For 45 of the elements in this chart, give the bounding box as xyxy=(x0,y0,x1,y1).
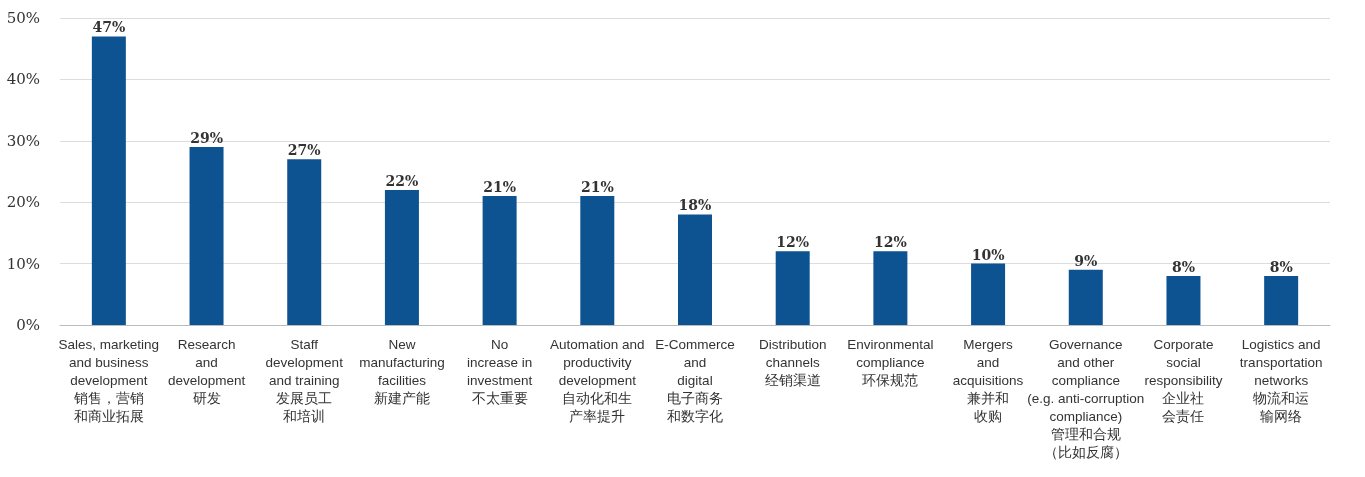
data-label: 18% xyxy=(678,197,712,214)
x-tick-label: No increase in investment 不太重要 xyxy=(466,336,533,406)
bar xyxy=(873,251,908,325)
bar xyxy=(971,263,1006,325)
bar xyxy=(1068,269,1103,325)
bar xyxy=(384,189,419,325)
x-tick-label: Distribution channels 经销渠道 xyxy=(758,336,827,388)
bar xyxy=(287,159,322,325)
bar xyxy=(482,196,517,325)
bar xyxy=(678,214,712,325)
data-label: 12% xyxy=(873,234,907,251)
y-tick-label: 40% xyxy=(6,70,40,89)
x-tick-label: Sales, marketing and business development 销售，营销和商业拓展 xyxy=(58,336,160,424)
x-tick-label: E-Commerce and digital 电子商务和数字化 xyxy=(655,336,735,424)
x-tick-label: Environmental compliance 环保规范 xyxy=(847,336,934,388)
data-label: 12% xyxy=(776,234,810,251)
x-tick-label: Mergers and acquisitions 兼并和收购 xyxy=(952,336,1024,424)
bar xyxy=(189,146,224,325)
bar xyxy=(775,251,810,325)
x-tick-label: Automation and productivity development 自动化和生产率提升 xyxy=(550,336,645,424)
data-label: 29% xyxy=(190,129,223,146)
data-label: 22% xyxy=(385,172,419,189)
bar xyxy=(91,36,126,325)
bar xyxy=(580,196,615,325)
y-tick-label: 30% xyxy=(6,131,40,150)
data-label: 21% xyxy=(483,179,517,196)
y-tick-label: 0% xyxy=(16,316,40,334)
y-tick-label: 50% xyxy=(6,9,40,27)
x-tick-label: Corporate social responsibility 企业社会责任 xyxy=(1144,336,1223,424)
x-tick-label: Research and development 研发 xyxy=(167,336,246,406)
bar xyxy=(1264,275,1299,325)
y-tick-label: 10% xyxy=(6,254,40,273)
x-tick-label: Logistics and transportation networks 物流和运输网络 xyxy=(1239,336,1323,424)
data-label: 47% xyxy=(92,19,126,36)
x-tick-label: Governance and other compliance (e.g. anti-corruption compliance) 管理和合规（比如反腐） xyxy=(1027,336,1145,460)
y-tick-label: 20% xyxy=(6,193,40,212)
data-label: 8% xyxy=(1171,258,1195,275)
x-tick-label: Staff development and training 发展员工和培训 xyxy=(265,336,344,424)
bar xyxy=(1166,275,1201,325)
data-label: 27% xyxy=(287,142,321,159)
data-label: 21% xyxy=(580,179,614,196)
data-label: 9% xyxy=(1074,252,1098,269)
x-tick-label: New manufacturing facilities 新建产能 xyxy=(359,336,445,406)
data-label: 8% xyxy=(1269,258,1293,275)
data-label: 10% xyxy=(971,246,1005,263)
